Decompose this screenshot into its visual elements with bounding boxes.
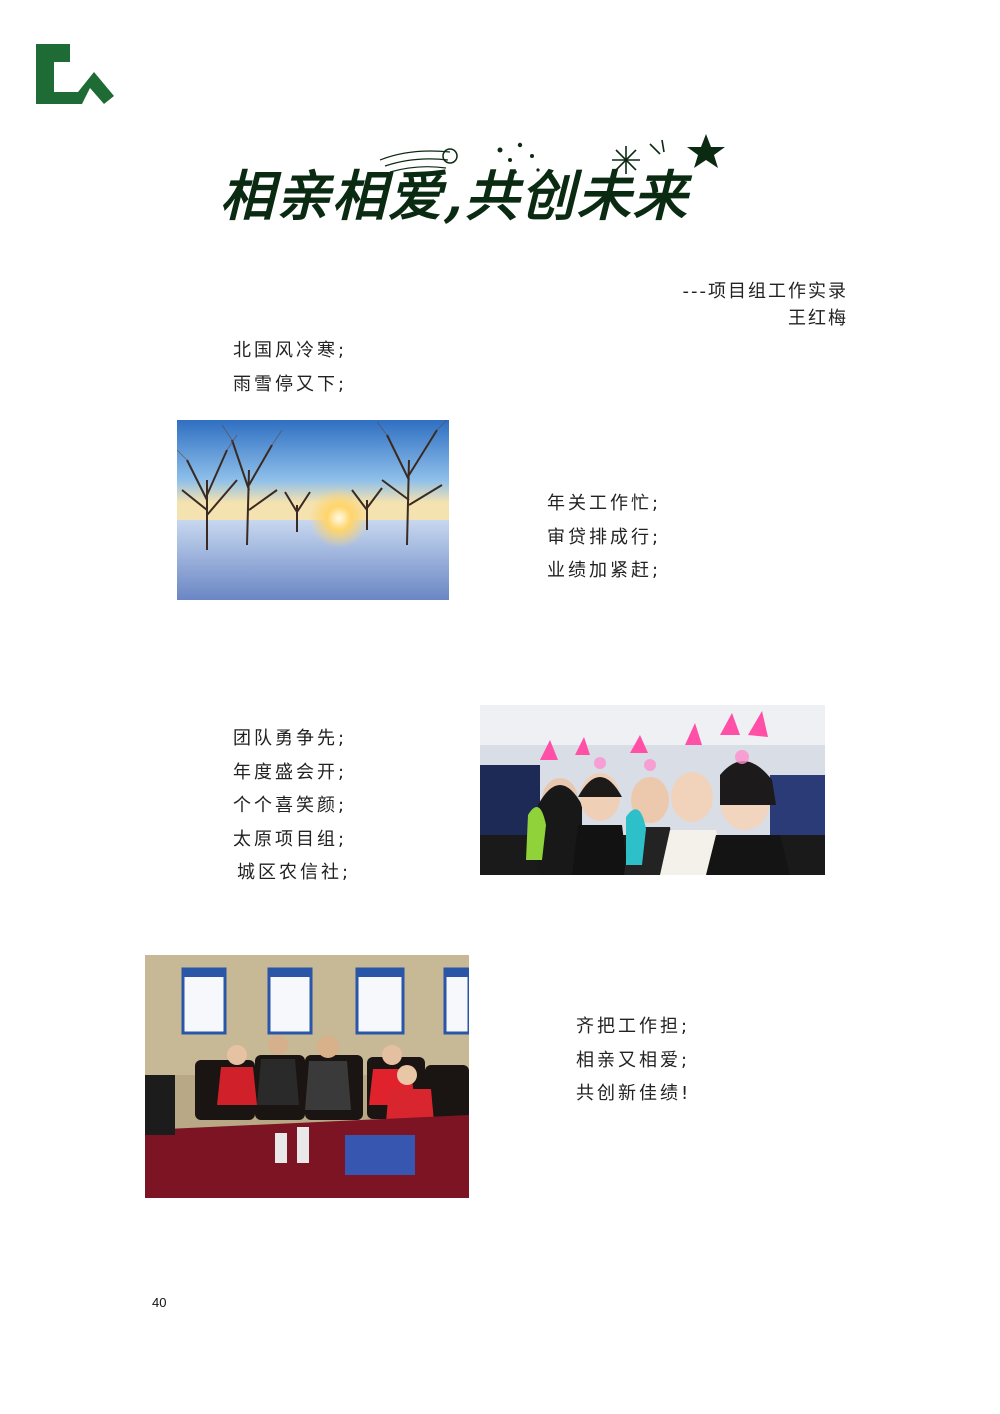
poem-line: 齐把工作担;	[576, 1016, 691, 1037]
poem-stanza-1: 北国风冷寒; 雨雪停又下;	[233, 334, 347, 401]
poem-line: 北国风冷寒;	[233, 340, 348, 361]
title-text: 相亲相爱,共创未来	[220, 164, 689, 228]
team-celebration-photo	[480, 705, 825, 875]
poem-line: 城区农信社;	[237, 862, 352, 883]
poem-stanza-4: 齐把工作担; 相亲又相爱; 共创新佳绩!	[576, 1010, 691, 1111]
page-title: 相亲相爱,共创未来	[220, 130, 740, 240]
snowy-sunset-trees-photo	[177, 420, 449, 600]
subtitle: ---项目组工作实录	[682, 281, 848, 302]
poem-stanza-2: 年关工作忙; 审贷排成行; 业绩加紧赶;	[547, 487, 661, 588]
poem-line: 太原项目组;	[233, 828, 348, 850]
poem-line: 团队勇争先;	[233, 728, 348, 749]
poem-line: 年关工作忙;	[547, 493, 662, 514]
company-logo-icon	[34, 42, 116, 106]
byline: ---项目组工作实录 王红梅	[548, 278, 848, 332]
poem-line: 审贷排成行;	[547, 526, 662, 548]
poem-line: 相亲又相爱;	[576, 1049, 691, 1071]
author-name: 王红梅	[788, 308, 848, 329]
poem-line: 年度盛会开;	[233, 761, 348, 783]
poem-line: 共创新佳绩!	[576, 1083, 692, 1104]
poem-line: 雨雪停又下;	[233, 373, 348, 395]
poem-stanza-3: 团队勇争先; 年度盛会开; 个个喜笑颜; 太原项目组; 城区农信社;	[233, 722, 351, 890]
poem-line: 业绩加紧赶;	[547, 560, 662, 581]
poem-line: 个个喜笑颜;	[233, 795, 348, 816]
page-number: 40	[152, 1295, 167, 1310]
meeting-room-photo	[145, 955, 469, 1198]
